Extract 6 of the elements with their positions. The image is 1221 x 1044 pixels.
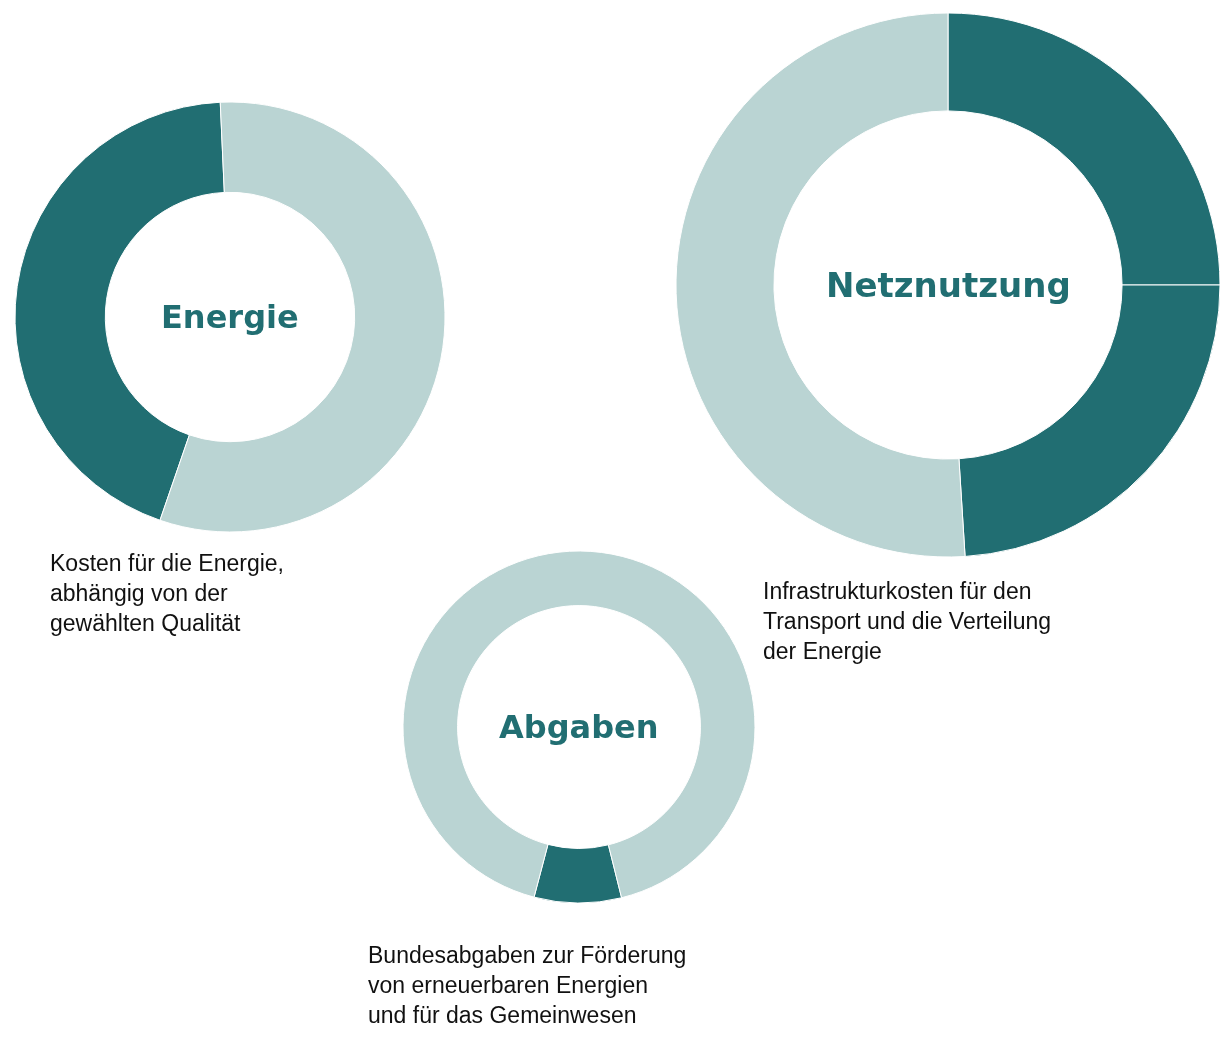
- text: Bundesabgaben zur Förderung von erneuerbaren Energien und für das Gemeinwesen: [368, 942, 687, 1028]
- text: Abgaben: [499, 708, 659, 746]
- text: Infrastrukturkosten für den Transport und die Verteilung der Energie: [763, 578, 1052, 664]
- text: Kosten für die Energie, abhängig von der gewählten Qualität: [50, 550, 284, 636]
- text: Energie: [161, 298, 299, 336]
- text: Netznutzung: [826, 265, 1071, 305]
